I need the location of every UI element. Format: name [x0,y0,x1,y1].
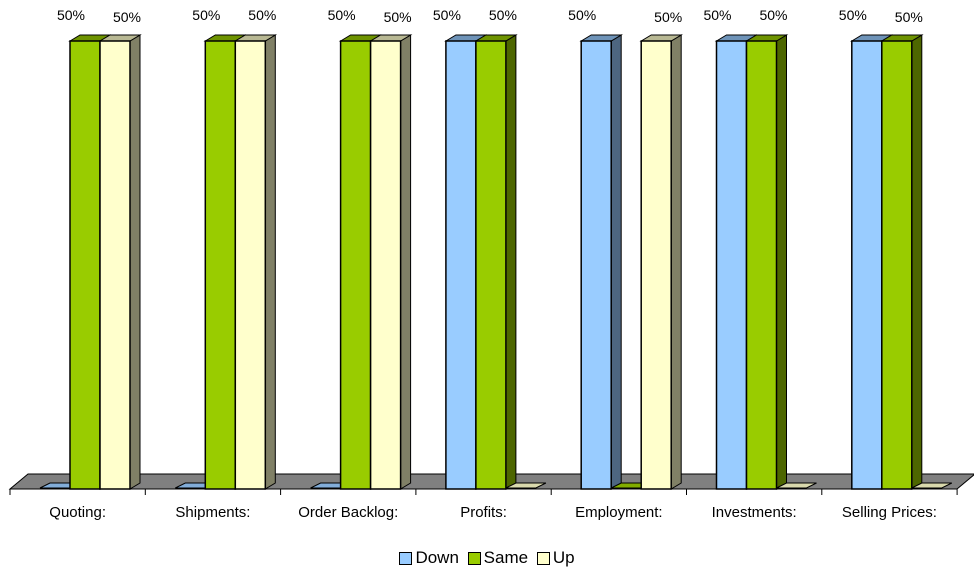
data-label: 50% [113,9,141,25]
bar-side-face [400,34,412,490]
bar-front-face [339,40,372,490]
bar-front-face [715,40,748,490]
category-label: Quoting: [49,504,106,521]
category-label: Selling Prices: [842,504,937,521]
category-label: Investments: [712,504,797,521]
bar-front-face [69,40,101,490]
bar-down-5 [579,34,624,490]
data-label: 50% [759,7,787,23]
legend-label-up: Up [552,548,575,567]
data-label: 50% [433,7,461,23]
bar-up-1 [98,34,142,490]
legend-label-down: Down [415,548,459,567]
bar-front-face [881,40,913,490]
data-label: 50% [248,7,276,23]
x-axis-ticks [9,489,958,495]
bar-same-4 [474,34,518,490]
legend-swatch-down [399,551,413,565]
bar-front-face [475,40,507,490]
data-label-group: 50% 50% 50% 50% 50% 50% 50% 50% 50% 50% 50% 50% 50% 5… [57,7,923,25]
bar-zero-slab [776,482,817,489]
bar-front-face [99,40,131,490]
bar-side-face [129,34,141,490]
data-label: 50% [703,7,731,23]
bar-same-6 [744,34,789,490]
bar-same-7 [879,34,924,490]
category-label: Order Backlog: [298,504,398,521]
data-label: 50% [57,7,85,23]
legend-label-same: Same [483,548,529,567]
bar-front-face [640,40,672,490]
bar-front-face [580,40,612,490]
bar-side-face [264,34,276,490]
bar-up-3 [368,34,413,490]
bar-up-7 [911,482,953,489]
category-label: Profits: [460,504,507,521]
bar-zero-slab [505,482,547,489]
data-label: 50% [568,7,596,23]
legend-swatch-up [536,551,550,565]
bar-front-face [445,40,477,490]
category-label: Employment: [575,504,663,521]
bar-front-face [851,40,883,490]
data-label: 50% [489,7,517,23]
bar-side-face [610,34,622,490]
data-label: 50% [384,9,412,25]
bar-front-face [234,40,267,490]
legend-item-down: Down [399,548,459,568]
bar-up-4 [505,482,547,489]
legend-item-up: Up [536,548,575,568]
bar-zero-slab [911,482,953,489]
bar-front-face [745,40,778,490]
bar-front-face [369,40,402,490]
data-label: 50% [192,7,220,23]
category-label-group: Quoting: Shipments: Order Backlog: Profits:… [49,504,937,521]
legend: Down Same Up [0,548,974,570]
data-label: 50% [328,7,356,23]
bar-up-2 [233,34,278,490]
legend-swatch-same [467,551,481,565]
bar-side-face [911,34,923,490]
data-label: 50% [895,9,923,25]
category-label: Shipments: [175,504,250,521]
bar-side-face [505,34,517,490]
bar-up-5 [639,34,684,490]
data-label: 50% [839,7,867,23]
bar-side-face [670,34,682,490]
bar-side-face [776,34,787,490]
bar-series-group [39,34,953,490]
bar-front-face [204,40,237,490]
legend-item-same: Same [467,548,529,568]
bar-up-6 [776,482,817,489]
data-label: 50% [654,9,682,25]
